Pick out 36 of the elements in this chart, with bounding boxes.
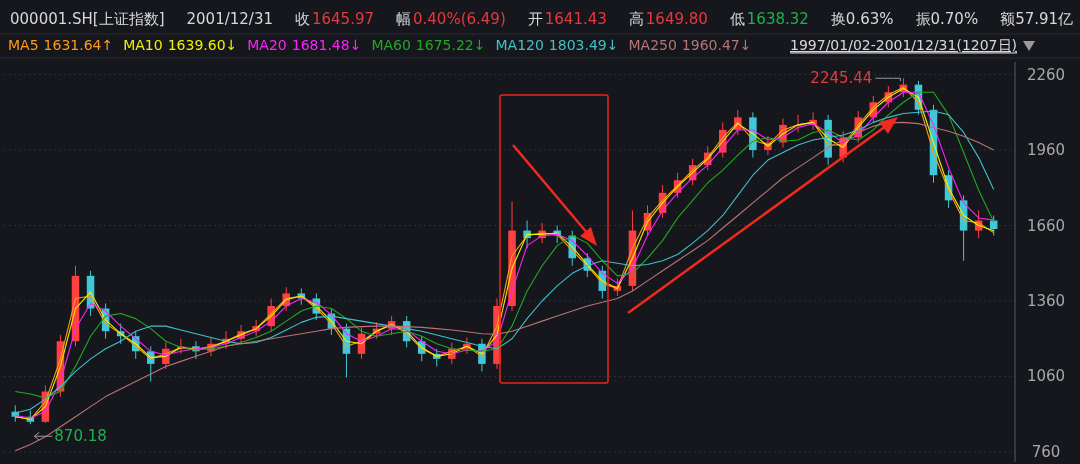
text: 换0.63% bbox=[830, 10, 894, 28]
text: 1681.48↓ bbox=[291, 37, 362, 53]
annotation: 2245.44 bbox=[810, 69, 873, 88]
text: 额57.91亿 bbox=[1000, 10, 1074, 28]
text: MA60 bbox=[371, 37, 411, 53]
text: 2001/12/31 bbox=[186, 10, 273, 28]
text: 1641.43 bbox=[544, 10, 607, 28]
text: 000001.SH[上证指数] bbox=[10, 10, 165, 28]
text: 低 bbox=[729, 10, 745, 28]
text: 振0.70% bbox=[915, 10, 979, 28]
y-tick-label: 1960 bbox=[1026, 141, 1066, 160]
text: 1997/01/02-2001/12/31(1207日) bbox=[790, 37, 1017, 53]
text: 1639.60↓ bbox=[167, 37, 238, 53]
text: 1645.97 bbox=[311, 10, 375, 28]
y-tick-label: 2260 bbox=[1026, 65, 1066, 84]
text: MA250 bbox=[628, 37, 677, 53]
text: 高 bbox=[628, 10, 644, 28]
text: MA20 bbox=[247, 37, 287, 53]
y-tick-label: 1060 bbox=[1026, 367, 1066, 386]
annotation: 870.18 bbox=[54, 427, 107, 446]
text: MA5 bbox=[8, 37, 39, 53]
text: MA10 bbox=[123, 37, 163, 53]
text: 1803.49↓ bbox=[548, 37, 619, 53]
text: 收 bbox=[294, 10, 310, 28]
text: 1675.22↓ bbox=[415, 37, 486, 53]
text: 开 bbox=[527, 10, 543, 28]
text: 1638.32 bbox=[746, 10, 809, 28]
text: 0.40%(6.49) bbox=[413, 10, 506, 28]
text: 1960.47↓ bbox=[681, 37, 752, 53]
y-tick-label: 760 bbox=[1031, 442, 1061, 461]
text: 1631.64↑ bbox=[43, 37, 114, 53]
text: 1649.80 bbox=[645, 10, 708, 28]
y-tick-label: 1360 bbox=[1026, 291, 1066, 310]
text: MA120 bbox=[495, 37, 544, 53]
y-tick-label: 1660 bbox=[1026, 216, 1066, 235]
text: 幅 bbox=[396, 10, 412, 28]
